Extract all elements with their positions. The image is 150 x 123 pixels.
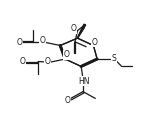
Polygon shape [77, 27, 84, 38]
Text: O: O [20, 57, 26, 66]
Text: O: O [16, 38, 22, 47]
Text: O: O [39, 36, 45, 46]
Text: O: O [65, 96, 70, 105]
Text: O: O [71, 24, 77, 33]
Text: HN: HN [78, 77, 89, 86]
Text: S: S [111, 54, 116, 63]
Text: O: O [63, 50, 69, 59]
Text: O: O [91, 38, 97, 47]
Text: O: O [44, 57, 50, 66]
Polygon shape [77, 24, 86, 38]
